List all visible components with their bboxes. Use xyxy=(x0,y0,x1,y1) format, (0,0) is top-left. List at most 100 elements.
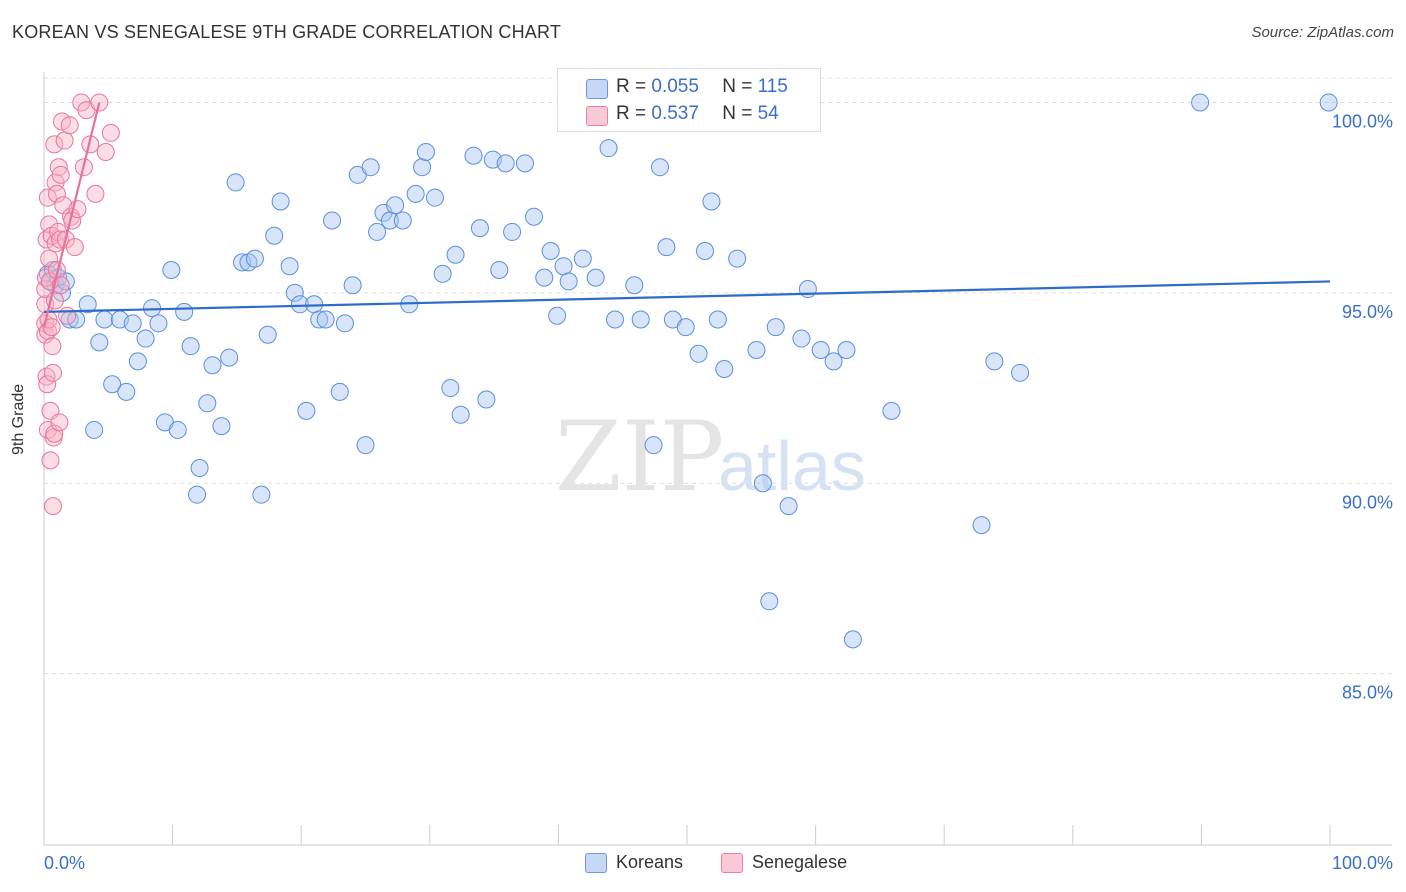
y-tick-label: 90.0% xyxy=(1342,492,1393,512)
korean-point xyxy=(212,417,231,436)
korean-point xyxy=(650,158,669,177)
korean-point xyxy=(162,261,181,280)
gridlines xyxy=(44,77,1392,675)
senegalese-r-label: R = xyxy=(616,103,652,124)
korean-point xyxy=(446,245,465,264)
watermark: ZIP atlas xyxy=(555,401,866,513)
korean-point xyxy=(451,405,470,424)
korean-point xyxy=(470,219,489,238)
senegalese-point xyxy=(49,158,68,177)
x-tick-label-min: 0.0% xyxy=(44,853,85,873)
trend-lines xyxy=(42,102,1331,328)
korean-point xyxy=(406,184,425,203)
korean-point xyxy=(824,352,843,371)
senegalese-point xyxy=(101,123,120,142)
bottom-legend-koreans: Koreans xyxy=(585,852,683,873)
korean-point xyxy=(203,356,222,375)
korean-point xyxy=(605,310,624,329)
senegalese-point xyxy=(45,135,64,154)
koreans-r-value: 0.055 xyxy=(651,76,699,97)
senegalese-point xyxy=(43,337,62,356)
korean-point xyxy=(290,295,309,314)
senegalese-point xyxy=(44,363,63,382)
senegalese-point xyxy=(38,188,57,207)
korean-point xyxy=(103,375,122,394)
senegalese-point xyxy=(38,375,57,394)
korean-point xyxy=(386,196,405,215)
korean-point xyxy=(425,188,444,207)
korean-point xyxy=(715,360,734,379)
korean-point xyxy=(631,310,650,329)
korean-point xyxy=(393,211,412,230)
korean-point xyxy=(433,264,452,283)
korean-point xyxy=(747,340,766,359)
korean-point xyxy=(368,222,387,241)
chart-title: KOREAN VS SENEGALESE 9TH GRADE CORRELATI… xyxy=(12,22,562,42)
korean-point xyxy=(117,382,136,401)
korean-point xyxy=(220,348,239,367)
korean-point xyxy=(837,340,856,359)
korean-point xyxy=(90,333,109,352)
korean-point xyxy=(190,459,209,478)
korean-point xyxy=(356,436,375,455)
senegalese-point xyxy=(86,184,105,203)
korean-point xyxy=(323,211,342,230)
korean-point xyxy=(271,192,290,211)
korean-point xyxy=(985,352,1004,371)
korean-point xyxy=(78,295,97,314)
senegalese-point xyxy=(42,318,61,337)
korean-point xyxy=(265,226,284,245)
korean-point xyxy=(175,302,194,321)
senegalese-point xyxy=(96,142,115,161)
korean-point xyxy=(477,390,496,409)
korean-point xyxy=(280,257,299,276)
x-tick-label-max: 100.0% xyxy=(1332,853,1393,873)
korean-point xyxy=(149,314,168,333)
korean-point xyxy=(168,420,187,439)
korean-point xyxy=(1319,93,1338,112)
korean-point xyxy=(128,352,147,371)
senegalese-n-value: 54 xyxy=(757,103,779,124)
koreans-swatch xyxy=(586,79,608,99)
bottom-koreans-label: Koreans xyxy=(616,852,684,872)
korean-point xyxy=(198,394,217,413)
korean-point xyxy=(548,306,567,325)
senegalese-swatch xyxy=(586,106,608,126)
y-tick-label: 95.0% xyxy=(1342,302,1393,322)
korean-point xyxy=(1191,93,1210,112)
korean-point xyxy=(657,238,676,257)
y-axis-label: 9th Grade xyxy=(10,383,27,455)
korean-point xyxy=(541,241,560,260)
korean-point xyxy=(843,630,862,649)
bottom-senegalese-label: Senegalese xyxy=(752,852,848,872)
korean-point xyxy=(316,310,335,329)
y-tick-label: 85.0% xyxy=(1342,683,1393,703)
senegalese-point xyxy=(58,306,77,325)
korean-point xyxy=(625,276,644,295)
senegalese-point xyxy=(45,424,64,443)
korean-point xyxy=(559,272,578,291)
korean-point xyxy=(515,154,534,173)
korean-point xyxy=(343,276,362,295)
y-tick-label: 100.0% xyxy=(1332,111,1393,131)
bottom-koreans-swatch xyxy=(585,853,607,873)
korean-point xyxy=(811,340,830,359)
korean-point xyxy=(1011,363,1030,382)
senegalese-point xyxy=(40,215,59,234)
senegalese-point xyxy=(41,451,60,470)
korean-point xyxy=(226,173,245,192)
korean-point xyxy=(496,154,515,173)
senegalese-point xyxy=(50,413,69,432)
korean-point xyxy=(123,314,142,333)
korean-point xyxy=(252,485,271,504)
axes xyxy=(43,72,1392,846)
korean-point xyxy=(335,314,354,333)
legend-row-senegalese: R = 0.537 N = 54 xyxy=(586,103,779,126)
korean-point xyxy=(490,261,509,280)
korean-point xyxy=(882,401,901,420)
koreans-n-value: 115 xyxy=(757,76,788,97)
korean-point xyxy=(779,497,798,516)
korean-point xyxy=(702,192,721,211)
korean-point xyxy=(535,268,554,287)
